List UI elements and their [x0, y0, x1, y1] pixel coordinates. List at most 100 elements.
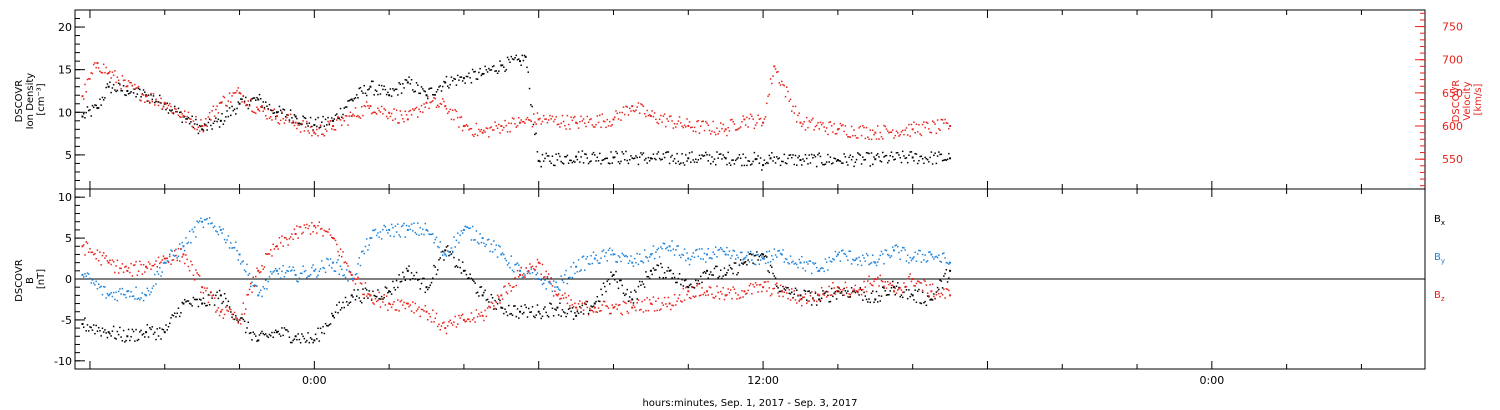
by-point: [491, 251, 494, 253]
velocity-point: [906, 134, 909, 136]
bz-point: [253, 285, 256, 288]
velocity-point: [168, 102, 171, 105]
velocity-point: [476, 134, 479, 137]
velocity-point: [900, 131, 903, 133]
velocity-point: [641, 104, 643, 106]
velocity-point: [278, 123, 281, 125]
bx-point: [343, 306, 346, 309]
bx-point: [198, 298, 201, 301]
density-point: [863, 159, 865, 161]
velocity-point: [706, 122, 708, 124]
bz-point: [894, 287, 896, 289]
bx-point: [327, 325, 329, 327]
bz-point: [86, 242, 89, 245]
velocity-point: [478, 128, 480, 131]
velocity-point: [910, 123, 913, 126]
density-point: [680, 162, 682, 164]
bz-point: [248, 288, 251, 291]
density-point: [614, 156, 616, 158]
density-point: [420, 86, 423, 88]
density-point: [322, 115, 324, 118]
density-point: [670, 156, 672, 158]
bz-point: [813, 299, 815, 302]
by-point: [693, 256, 696, 259]
velocity-point: [854, 134, 857, 137]
bx-point: [742, 263, 744, 265]
velocity-point: [614, 116, 616, 118]
bz-point: [272, 243, 274, 246]
density-point: [317, 116, 319, 119]
bz-point: [584, 303, 586, 305]
density-point: [940, 153, 943, 156]
bz-point: [586, 306, 589, 309]
bz-point: [478, 313, 480, 315]
by-point: [896, 245, 899, 248]
bz-point: [640, 308, 642, 311]
by-point: [198, 220, 201, 222]
velocity-point: [633, 110, 636, 113]
bz-point: [702, 293, 705, 296]
by-point: [219, 228, 222, 231]
velocity-point: [661, 121, 663, 123]
bz-point: [900, 289, 903, 291]
velocity-point: [101, 72, 104, 74]
velocity-point: [850, 125, 853, 128]
velocity-point: [772, 75, 774, 77]
bz-point: [767, 280, 769, 283]
velocity-point: [443, 100, 445, 103]
density-point: [195, 118, 197, 121]
velocity-point: [258, 110, 261, 112]
bx-point: [872, 290, 874, 292]
density-point: [731, 159, 733, 161]
bx-point: [643, 286, 646, 288]
bz-point: [617, 304, 620, 306]
bz-point: [462, 318, 465, 321]
density-point: [697, 159, 700, 161]
velocity-point: [833, 123, 835, 125]
bz-point: [904, 285, 906, 288]
bx-point: [722, 275, 724, 277]
by-point: [501, 252, 504, 254]
by-point: [643, 249, 646, 251]
velocity-point: [729, 119, 732, 121]
bx-point: [874, 298, 877, 301]
by-series: [81, 217, 952, 302]
by-point: [555, 281, 557, 284]
density-point: [296, 117, 298, 120]
density-point: [890, 151, 893, 153]
by-point: [653, 257, 656, 260]
density-point: [106, 83, 109, 85]
bz-point: [277, 248, 279, 250]
by-point: [615, 260, 617, 263]
bx-point: [394, 289, 397, 291]
velocity-point: [115, 81, 117, 84]
bz-point: [115, 265, 117, 267]
bz-point: [251, 291, 253, 294]
bz-point: [312, 231, 314, 233]
density-point: [479, 67, 481, 70]
density-point: [171, 109, 173, 111]
bz-point: [823, 294, 825, 296]
by-point: [460, 230, 463, 232]
density-point: [938, 151, 940, 153]
bz-point: [513, 286, 515, 288]
bx-point: [156, 328, 159, 330]
by-point: [438, 246, 440, 249]
velocity-point: [728, 130, 731, 132]
bz-point: [892, 290, 895, 293]
velocity-point: [815, 124, 818, 127]
bx-point: [818, 298, 821, 301]
velocity-point: [773, 65, 776, 68]
by-point: [708, 257, 711, 259]
bx-point: [888, 293, 890, 296]
by-point: [100, 285, 102, 288]
density-point: [908, 154, 910, 157]
bz-point: [171, 259, 173, 261]
bz-point: [574, 302, 576, 305]
by-point: [159, 267, 161, 269]
velocity-point: [425, 101, 428, 104]
by-point: [813, 263, 815, 265]
by-point: [125, 296, 127, 299]
density-point: [379, 93, 382, 95]
bx-point: [823, 292, 825, 295]
